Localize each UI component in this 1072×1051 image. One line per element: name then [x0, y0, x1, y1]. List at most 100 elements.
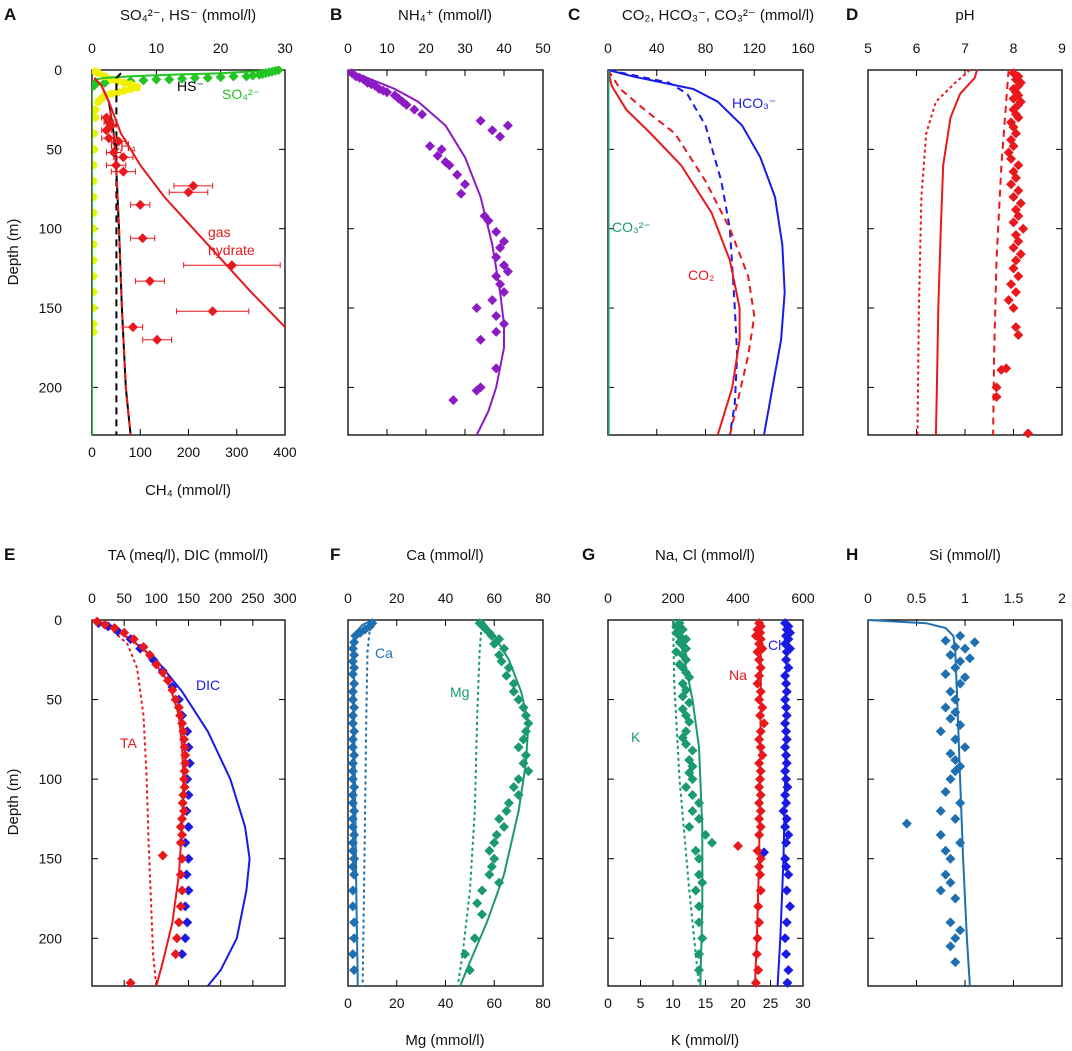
data-point — [945, 853, 956, 864]
bottom-tick-label: 100 — [129, 444, 153, 460]
data-point — [754, 813, 765, 824]
data-point — [1013, 211, 1024, 221]
data-point — [179, 782, 190, 793]
data-point — [348, 845, 358, 856]
panel-letter: D — [846, 5, 858, 24]
data-point — [144, 276, 155, 287]
top-tick-label: 20 — [213, 40, 229, 56]
data-point — [177, 949, 188, 960]
data-point — [495, 131, 506, 142]
data-point — [349, 933, 360, 944]
top-tick-label: 40 — [649, 40, 665, 56]
data-point — [1015, 198, 1026, 209]
data-point — [92, 145, 98, 154]
data-point — [518, 734, 529, 745]
top-tick-label: 200 — [209, 590, 233, 606]
top-tick-label: 200 — [661, 590, 685, 606]
data-point — [950, 694, 961, 705]
bottom-tick-label: 20 — [389, 995, 405, 1011]
y-tick-label: 100 — [39, 771, 63, 787]
data-point — [349, 662, 360, 673]
top-tick-label: 20 — [389, 590, 405, 606]
data-point — [754, 917, 765, 928]
data-point — [681, 654, 691, 665]
data-point — [945, 941, 956, 952]
data-point — [173, 917, 184, 928]
data-point — [1013, 112, 1024, 123]
data-point — [991, 391, 1002, 402]
data-point — [178, 805, 189, 816]
series-line-ph-model-dashed — [992, 69, 1010, 436]
data-point — [247, 70, 258, 81]
data-point — [781, 734, 792, 745]
data-point — [681, 782, 691, 793]
data-point — [138, 75, 149, 86]
top-tick-label: 0 — [88, 40, 96, 56]
series-line-k-model-dotted — [672, 619, 700, 987]
data-point — [950, 893, 961, 904]
bottom-tick-label: 10 — [665, 995, 681, 1011]
data-point — [750, 977, 761, 988]
data-point — [508, 686, 519, 697]
data-point — [781, 710, 792, 721]
data-point — [955, 798, 966, 808]
data-point — [523, 766, 534, 777]
data-point — [755, 790, 766, 801]
series-layer — [348, 618, 534, 987]
data-point — [171, 933, 182, 944]
data-point — [755, 742, 766, 753]
annotation-label: CO₂ — [688, 267, 714, 283]
data-point — [241, 71, 252, 82]
annotation-label: Ca — [375, 645, 393, 661]
data-point — [180, 750, 191, 761]
data-point — [92, 192, 98, 201]
data-point — [945, 748, 956, 759]
data-point — [486, 630, 497, 641]
top-axis-title: NH₄⁺ (mmol/l) — [398, 7, 492, 24]
data-point — [175, 901, 186, 912]
data-point — [950, 813, 961, 824]
data-point — [940, 845, 951, 856]
data-point — [491, 252, 502, 263]
top-tick-label: 100 — [145, 590, 169, 606]
data-point — [687, 805, 698, 816]
data-point — [179, 766, 190, 777]
data-point — [684, 821, 695, 832]
panel-letter: H — [846, 545, 858, 564]
data-point — [348, 821, 358, 832]
data-point — [99, 619, 110, 630]
data-point — [1006, 279, 1017, 290]
bottom-tick-label: 40 — [438, 995, 454, 1011]
data-point — [188, 180, 199, 191]
series-line-ch4-with-gas-hydrate — [93, 77, 285, 328]
data-point — [348, 734, 358, 745]
panel-letter: G — [582, 545, 595, 564]
data-point — [177, 73, 188, 84]
data-point — [690, 885, 701, 896]
data-point — [349, 782, 360, 793]
annotation-label: Mg — [450, 684, 469, 700]
data-point — [780, 670, 791, 681]
data-point — [181, 869, 192, 880]
data-point — [499, 643, 509, 654]
data-point — [782, 782, 793, 793]
data-point — [348, 742, 358, 753]
data-point — [349, 650, 360, 661]
data-point — [126, 85, 135, 94]
data-point — [137, 233, 148, 244]
data-point — [755, 662, 766, 673]
data-point — [164, 74, 175, 85]
data-point — [518, 758, 529, 769]
top-axis-title: TA (meq/l), DIC (mmol/l) — [108, 547, 269, 564]
data-point — [92, 105, 100, 114]
data-point — [945, 650, 956, 661]
data-point — [694, 853, 704, 864]
data-point — [780, 790, 791, 801]
data-point — [783, 869, 794, 880]
series-line-co2-model-dashed — [608, 69, 756, 436]
data-point — [781, 861, 792, 872]
data-point — [138, 642, 149, 653]
panel-letter: A — [4, 5, 16, 24]
data-point — [1008, 303, 1019, 314]
top-tick-label: 6 — [913, 40, 921, 56]
